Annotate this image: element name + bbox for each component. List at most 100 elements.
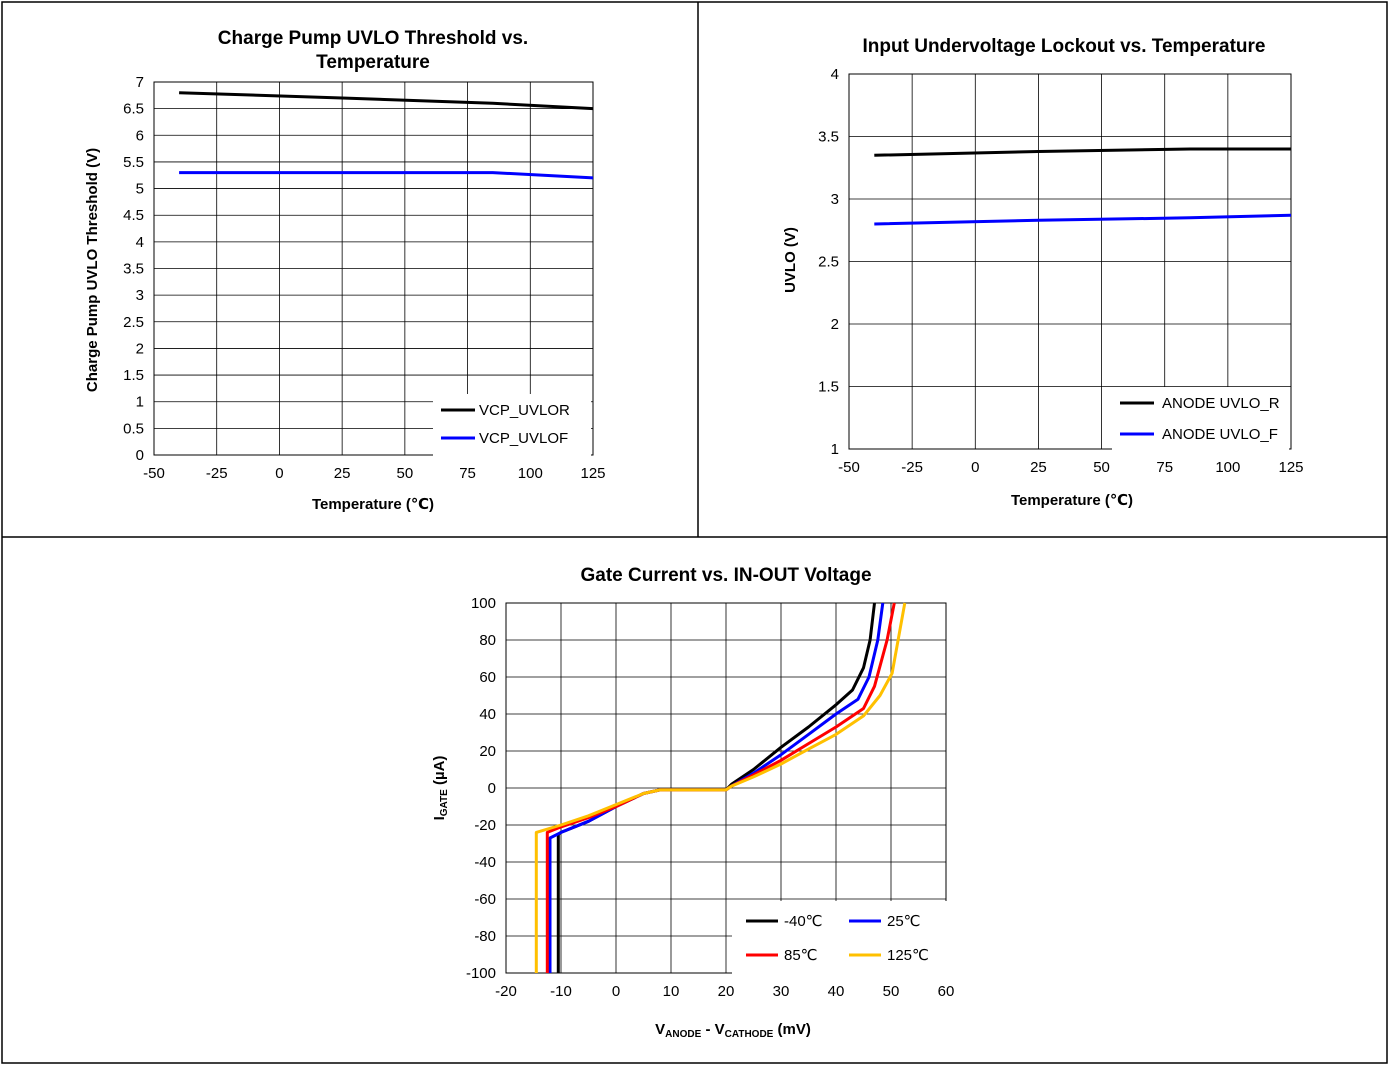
x-tick-label: 60: [938, 983, 955, 1000]
y-tick-label: 40: [479, 706, 496, 723]
y-tick-label: 4: [136, 234, 144, 251]
x-tick-label: 30: [773, 983, 790, 1000]
y-tick-label: 4.5: [123, 207, 144, 224]
y-tick-label: 6.5: [123, 101, 144, 118]
x-tick-label: -50: [838, 459, 860, 476]
y-tick-label: -100: [466, 965, 496, 982]
y-tick-label: 4: [831, 66, 839, 83]
x-tick-label: 0: [275, 465, 283, 482]
y-tick-label: -60: [474, 891, 496, 908]
y-tick-label: 5.5: [123, 154, 144, 171]
x-tick-label: 50: [397, 465, 414, 482]
charge-pump-uvlo-chart: Charge Pump UVLO Threshold vs. Temperatu…: [84, 28, 606, 513]
chart-title-line-1: Gate Current vs. IN-OUT Voltage: [580, 565, 871, 586]
y-tick-label: -40: [474, 854, 496, 871]
x-tick-label: 10: [663, 983, 680, 1000]
plot-area-frame: [505, 602, 947, 974]
x-axis-label: Temperature (℃): [1011, 492, 1133, 509]
legend-label: VCP_UVLOR: [479, 402, 570, 419]
y-tick-label: 2.5: [123, 314, 144, 331]
x-axis-label: Temperature (℃): [312, 496, 434, 513]
legend-background: [433, 394, 591, 456]
gate-current-chart: Gate Current vs. IN-OUT Voltage -20 -10 0 1…: [431, 565, 958, 1040]
y-tick-label: 1.5: [123, 367, 144, 384]
x-tick-label: 25: [1030, 459, 1047, 476]
y-tick-label: 3: [136, 287, 144, 304]
legend-label: 25℃: [887, 913, 921, 930]
plot-area-frame: [848, 73, 1292, 450]
y-tick-label: 1: [136, 394, 144, 411]
y-tick-label: 0: [488, 780, 496, 797]
y-tick-label: 60: [479, 669, 496, 686]
y-tick-label: 6: [136, 127, 144, 144]
y-tick-label: 3: [831, 191, 839, 208]
y-tick-label: 2: [831, 316, 839, 333]
y-axis-label: IGATE (µA): [431, 756, 450, 821]
series-line: [179, 171, 594, 180]
y-axis-label: UVLO (V): [782, 227, 799, 293]
y-tick-label: 3.5: [123, 261, 144, 278]
series-line: [179, 91, 594, 111]
chart-title-line-1: Charge Pump UVLO Threshold vs.: [218, 28, 528, 49]
x-axis-label-v1: V: [655, 1021, 665, 1038]
x-axis-label: VANODE - VCATHODE (mV): [655, 1021, 811, 1040]
legend-label: ANODE UVLO_F: [1162, 426, 1278, 443]
x-axis-label-sub1: ANODE: [665, 1029, 701, 1040]
chart-legend: ANODE UVLO_R ANODE UVLO_F: [1112, 387, 1289, 455]
input-uvlo-chart: Input Undervoltage Lockout vs. Temperatu…: [782, 36, 1304, 509]
x-tick-label: -25: [901, 459, 923, 476]
y-axis-label-v: I: [431, 816, 448, 820]
chart-legend: -40℃ 25℃ 85℃ 125℃: [732, 901, 958, 975]
y-tick-label: 80: [479, 632, 496, 649]
x-tick-label: -10: [550, 983, 572, 1000]
x-tick-label: -25: [206, 465, 228, 482]
y-tick-label: 0.5: [123, 420, 144, 437]
y-tick-label: 2: [136, 340, 144, 357]
series-line: [874, 147, 1291, 157]
x-tick-label: 75: [459, 465, 476, 482]
y-tick-label: 7: [136, 74, 144, 91]
legend-label: VCP_UVLOF: [479, 430, 568, 447]
x-tick-label: -50: [143, 465, 165, 482]
x-tick-label: 0: [612, 983, 620, 1000]
legend-label: -40℃: [784, 913, 823, 930]
series-line: [874, 213, 1292, 226]
chart-legend: VCP_UVLOR VCP_UVLOF: [433, 394, 591, 456]
x-tick-label: 100: [1215, 459, 1240, 476]
legend-background: [732, 901, 958, 975]
y-tick-label: 2.5: [818, 254, 839, 271]
x-axis-label-sub2: CATHODE: [725, 1029, 774, 1040]
y-tick-label: 3.5: [818, 129, 839, 146]
y-axis-label-sub: GATE: [439, 789, 450, 816]
y-tick-label: 0: [136, 447, 144, 464]
x-tick-label: 50: [1093, 459, 1110, 476]
x-tick-label: -20: [495, 983, 517, 1000]
series-line: [534, 602, 907, 973]
x-tick-label: 20: [718, 983, 735, 1000]
y-axis-label: Charge Pump UVLO Threshold (V): [84, 148, 101, 392]
legend-label: 125℃: [887, 947, 929, 964]
y-tick-label: 20: [479, 743, 496, 760]
chart-title-line-2: Temperature: [316, 52, 430, 73]
y-tick-label: -20: [474, 817, 496, 834]
x-tick-label: 25: [334, 465, 351, 482]
x-axis-label-end: (mV): [773, 1021, 811, 1038]
legend-background: [1112, 387, 1289, 455]
x-tick-label: 40: [828, 983, 845, 1000]
y-tick-label: 100: [471, 595, 496, 612]
x-tick-label: 75: [1156, 459, 1173, 476]
y-axis-label-end: (µA): [431, 756, 448, 790]
y-tick-label: 5: [136, 181, 144, 198]
chart-title-line-1: Input Undervoltage Lockout vs. Temperatu…: [863, 36, 1266, 57]
x-tick-label: 50: [883, 983, 900, 1000]
x-tick-label: 100: [518, 465, 543, 482]
y-tick-label: 1: [831, 441, 839, 458]
x-tick-label: 125: [1278, 459, 1303, 476]
x-tick-label: 125: [580, 465, 605, 482]
y-tick-label: -80: [474, 928, 496, 945]
x-tick-label: 0: [971, 459, 979, 476]
legend-label: ANODE UVLO_R: [1162, 395, 1280, 412]
plot-area-frame: [153, 81, 594, 456]
